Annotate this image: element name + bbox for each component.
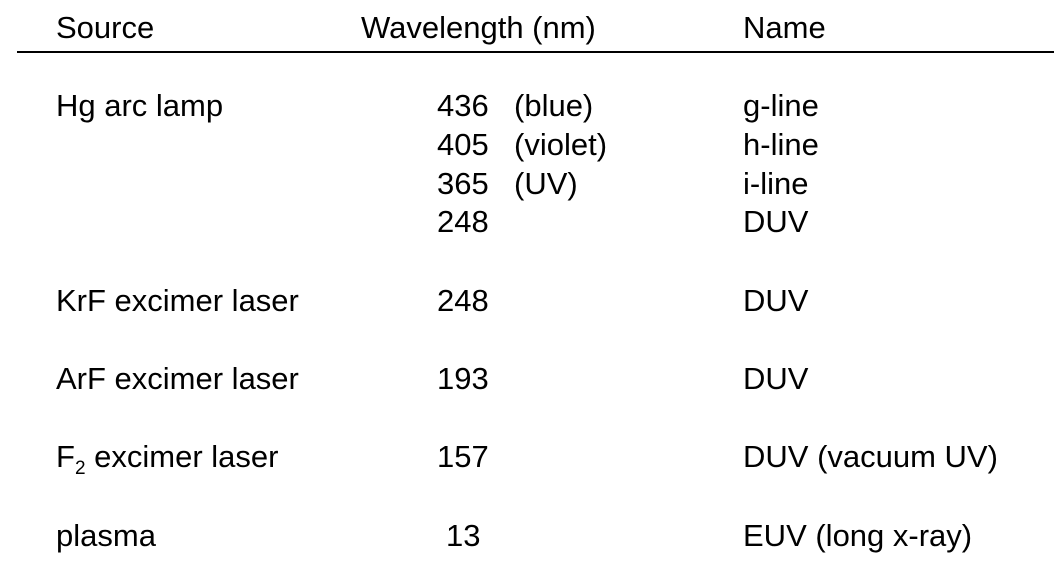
wavelength-krf: 248 [437,283,489,318]
source-f2-main: F [56,439,75,474]
header-name: Name [743,10,826,45]
color-uv: (UV) [514,166,578,201]
source-f2-subscript: 2 [74,458,86,479]
source-hg-arc-lamp: Hg arc lamp [56,88,224,123]
color-blue: (blue) [514,88,594,123]
wavelength-248: 248 [437,204,489,239]
source-f2-rest: excimer laser [85,439,279,474]
name-duv: DUV [743,204,809,239]
header-rule [17,51,1054,53]
name-g-line: g-line [743,88,819,123]
source-krf-excimer-laser: KrF excimer laser [56,283,299,318]
color-violet: (violet) [514,127,608,162]
name-h-line: h-line [743,127,819,162]
wavelength-405: 405 [437,127,489,162]
name-krf: DUV [743,283,809,318]
wavelength-365: 365 [437,166,489,201]
wavelength-f2: 157 [437,439,489,474]
name-i-line: i-line [743,166,809,201]
name-f2: DUV (vacuum UV) [743,439,998,474]
wavelength-plasma: 13 [446,518,481,553]
wavelength-arf: 193 [437,361,489,396]
name-plasma: EUV (long x-ray) [743,518,973,553]
wavelength-436: 436 [437,88,489,123]
source-f2-excimer-laser: F2 excimer laser [56,441,278,478]
source-plasma: plasma [56,518,156,553]
source-arf-excimer-laser: ArF excimer laser [56,361,299,396]
name-arf: DUV [743,361,809,396]
header-source: Source [56,10,155,45]
header-wavelength: Wavelength (nm) [361,10,596,45]
